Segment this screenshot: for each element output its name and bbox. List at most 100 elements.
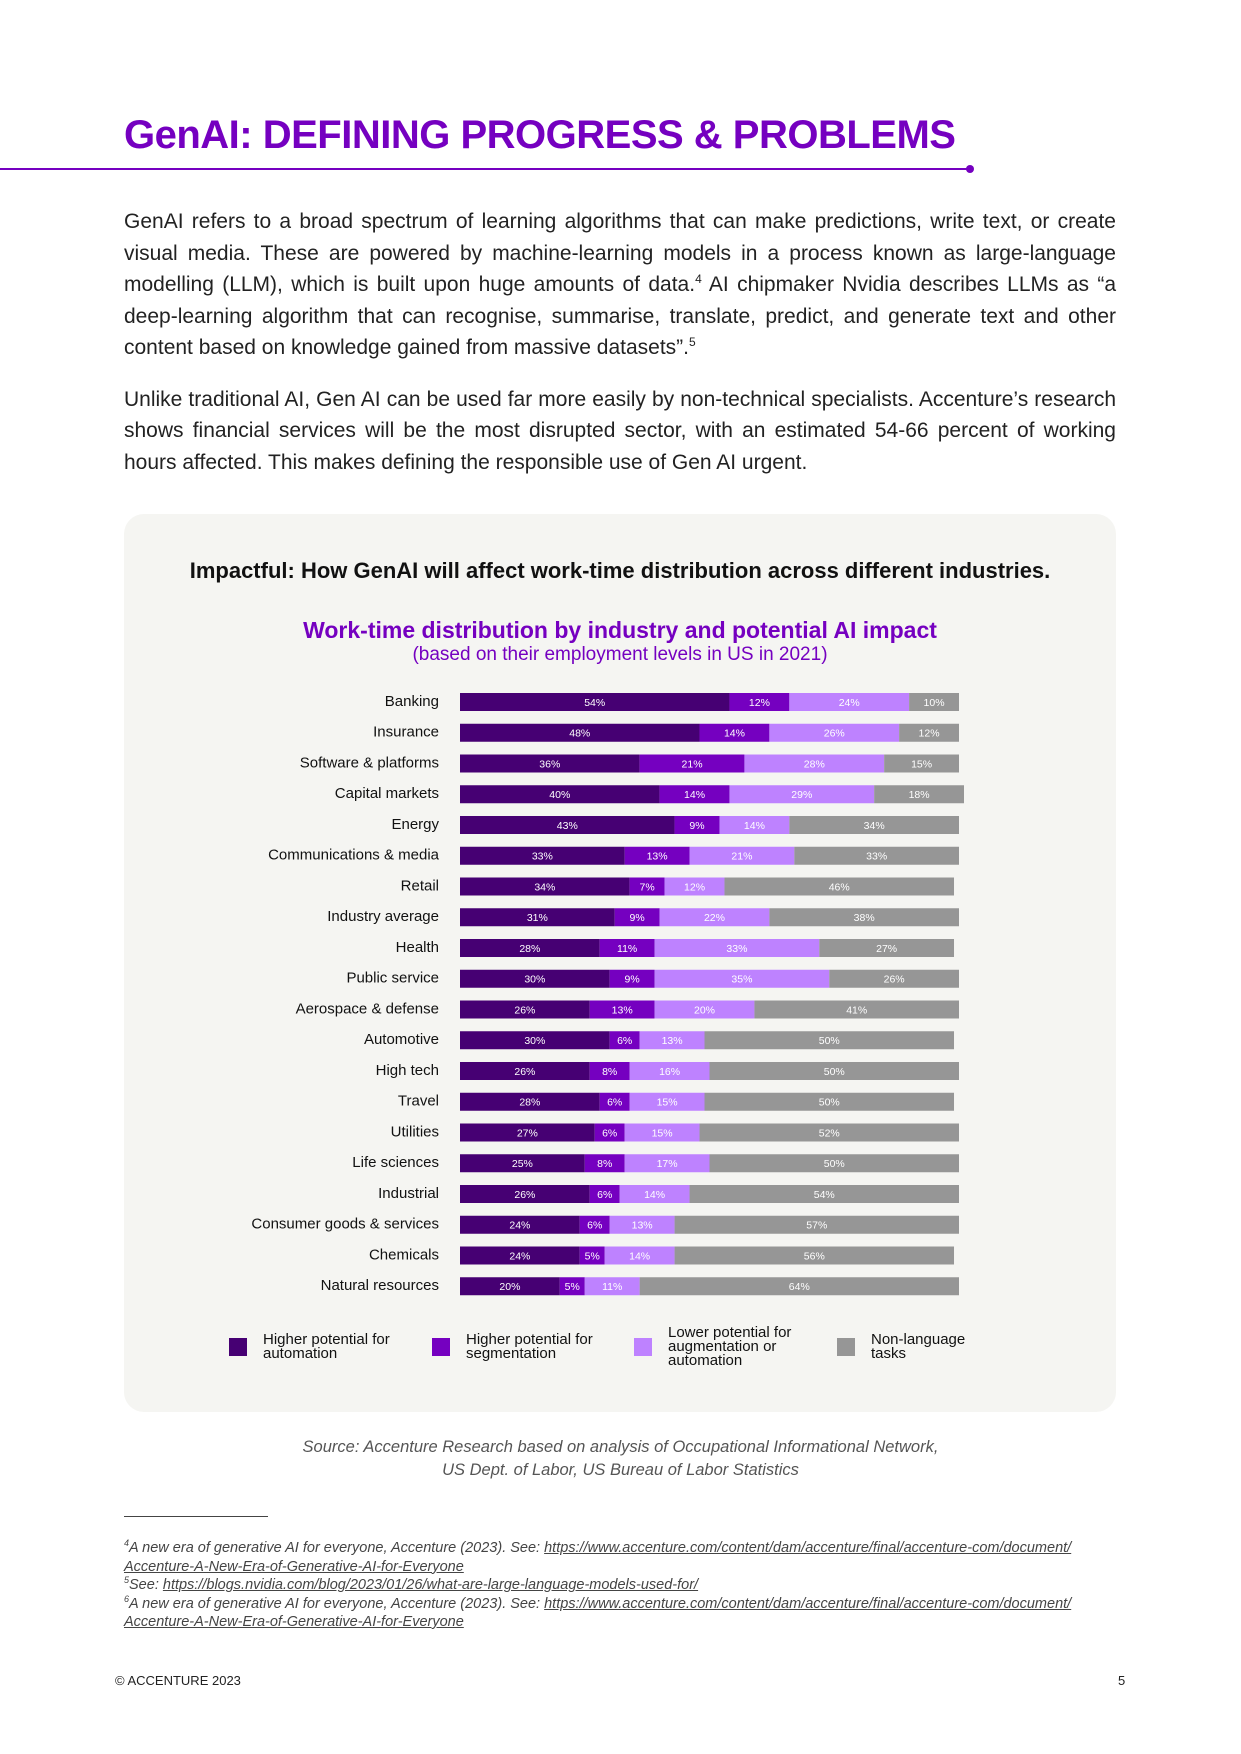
category-label: Life sciences (352, 1154, 439, 1171)
bar-segment (729, 693, 790, 711)
value-label: 6% (597, 1189, 612, 1201)
category-label: Travel (398, 1093, 439, 1110)
value-label: 33% (866, 851, 887, 863)
bar-segment (604, 1246, 675, 1265)
bar-segment (909, 693, 959, 711)
bar-segment (589, 1185, 620, 1203)
value-label: 18% (909, 789, 930, 801)
value-label: 13% (662, 1035, 683, 1047)
bar-segment (609, 1215, 675, 1234)
bar-segment (624, 1154, 710, 1173)
legend-item: Non-language tasks (837, 1317, 1001, 1377)
bar-segment (599, 939, 655, 957)
bar-segment (594, 1123, 625, 1142)
value-label: 6% (587, 1220, 602, 1232)
bar-segment (460, 939, 600, 957)
category-label: Capital markets (335, 785, 439, 802)
category-label: Communications & media (268, 847, 440, 864)
value-label: 64% (789, 1281, 810, 1293)
bar-segment (460, 816, 675, 834)
footnote-marker: 5 (124, 1575, 130, 1586)
footnote-link[interactable]: https://www.accenture.com/content/dam/ac… (124, 1595, 1072, 1631)
bar-segment (704, 1031, 955, 1050)
value-label: 6% (607, 1097, 622, 1109)
legend-label: Lower potential for augmentation or auto… (668, 1324, 792, 1369)
value-label: 26% (514, 1066, 535, 1078)
category-label: Energy (391, 816, 439, 833)
legend-swatch (229, 1338, 247, 1356)
bar-segment (460, 754, 640, 773)
bar-segment (629, 1092, 705, 1111)
value-label: 6% (617, 1035, 632, 1047)
value-label: 15% (911, 758, 932, 770)
value-label: 26% (884, 974, 905, 986)
value-label: 28% (804, 758, 825, 770)
value-label: 22% (704, 912, 725, 924)
bar-segment (654, 1000, 755, 1019)
bar-segment (719, 816, 790, 834)
footnote: 5See: https://blogs.nvidia.com/blog/2023… (124, 1576, 1074, 1595)
bar-segment (789, 816, 959, 834)
bar-segment (674, 816, 720, 834)
bar-segment (874, 785, 964, 804)
source-line: Source: Accenture Research based on anal… (302, 1438, 939, 1456)
bar-segment (460, 846, 625, 865)
value-label: 14% (744, 820, 765, 832)
value-label: 34% (864, 820, 885, 832)
chart: Banking 54% 12% 24% 10% Insurance 48% 14% 26% 12%… (251, 693, 964, 1296)
bar-segment (624, 846, 690, 865)
bar-segment (829, 969, 959, 988)
value-label: 25% (512, 1158, 533, 1170)
bar-segment (460, 1062, 590, 1080)
value-label: 21% (731, 851, 752, 863)
category-label: Industry average (327, 908, 439, 925)
value-label: 26% (514, 1189, 535, 1201)
bar-segment (769, 723, 900, 742)
bar-segment (639, 1277, 959, 1296)
bar-segment (579, 1215, 610, 1234)
footnote-ref: 4 (695, 272, 702, 286)
category-label: Retail (401, 877, 439, 894)
legend-item: Higher potential for segmentation (432, 1317, 596, 1377)
bar-segment (460, 1154, 585, 1173)
value-label: 50% (819, 1035, 840, 1047)
value-label: 54% (814, 1189, 835, 1201)
bar-segment (664, 877, 725, 896)
value-label: 13% (632, 1220, 653, 1232)
footnotes: 4A new era of generative AI for everyone… (124, 1539, 1074, 1632)
value-label: 29% (791, 789, 812, 801)
bar-segment (639, 1031, 705, 1050)
value-label: 50% (819, 1097, 840, 1109)
bar-segment (744, 754, 885, 773)
footnote-link[interactable]: https://blogs.nvidia.com/blog/2023/01/26… (162, 1577, 699, 1593)
bar-segment (460, 1000, 590, 1019)
bar-segment (899, 723, 959, 742)
value-label: 12% (684, 881, 705, 893)
footnote-text: A new era of generative AI for everyone,… (129, 1595, 545, 1612)
category-label: Natural resources (321, 1277, 439, 1294)
category-label: Industrial (378, 1185, 439, 1202)
value-label: 14% (724, 728, 745, 740)
footnote-link[interactable]: https://www.accenture.com/content/dam/ac… (124, 1540, 1072, 1575)
bar-segment (460, 785, 660, 804)
text: AI chipmaker Nvidia describes LLMs as “a… (124, 273, 1117, 359)
value-label: 17% (657, 1158, 678, 1170)
value-label: 9% (625, 974, 640, 986)
bar-segment (614, 908, 660, 927)
value-label: 21% (682, 758, 703, 770)
value-label: 38% (854, 912, 875, 924)
bar-segment (769, 908, 959, 927)
bar-segment (460, 1185, 590, 1203)
value-label: 5% (565, 1281, 580, 1293)
title-rule (0, 168, 969, 170)
bar-segment (819, 939, 955, 957)
category-label: Banking (385, 693, 439, 710)
value-label: 46% (829, 881, 850, 893)
footnote-ref: 5 (689, 335, 696, 349)
value-label: 50% (824, 1158, 845, 1170)
value-label: 12% (919, 728, 940, 740)
bar-segment (729, 785, 875, 804)
bar-segment (704, 1092, 955, 1111)
value-label: 33% (726, 943, 747, 955)
